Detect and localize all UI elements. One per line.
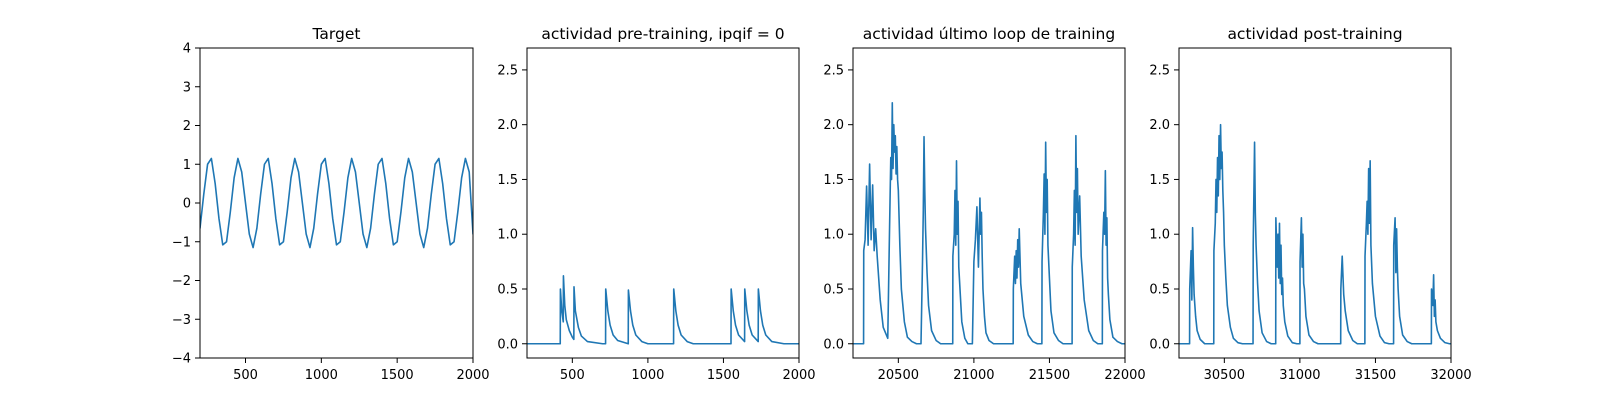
chart-panel-4: 30500 31000 31500 32000 0.0 0.5 1.0 1.5 2.0 2.5 ac… [1149,25,1471,383]
y-tick-label: 0.0 [1149,337,1170,352]
axes-frame [1178,47,1452,359]
axes-frame [526,47,800,359]
y-tick-label: 4 [183,42,191,57]
y-tick-label: 1 [183,158,191,173]
x-tick-label: 20500 [878,368,919,383]
x-tick-label: 21500 [1029,368,1070,383]
x-tick-label: 31000 [1279,368,1320,383]
chart-panel-3: 20500 21000 21500 22000 0.0 0.5 1.0 1.5 2.0 2.5 ac… [823,25,1145,383]
y-tick-label: 0.5 [823,282,844,297]
x-tick-label: 1500 [381,368,414,383]
chart-panel-1: 500 1000 1500 2000 −4 −3 −2 −1 0 1 2 3 4 Target [172,25,490,383]
chart-title: actividad post-training [1227,25,1402,43]
y-tick-label: 1.5 [823,173,844,188]
y-tick-label: 1.5 [497,173,518,188]
x-tick-label: 500 [560,368,585,383]
y-tick-label: 1.0 [823,228,844,243]
x-tick-label: 1000 [305,368,338,383]
y-tick-label: 3 [183,80,191,95]
axes-frame [199,47,474,359]
series-line-1 [853,101,1125,345]
y-tick-label: −4 [172,352,191,367]
y-tick-label: 2.5 [823,63,844,78]
chart-title: Target [312,25,361,43]
x-tick-label: 1500 [707,368,740,383]
y-tick-label: 2.0 [823,118,844,133]
y-tick-label: 0 [183,197,191,212]
y-tick-label: 0.0 [823,337,844,352]
axes-frame [852,47,1126,359]
chart-title: actividad pre-training, ipqif = 0 [541,25,784,43]
x-tick-label: 2000 [782,368,815,383]
y-tick-label: 0.5 [497,282,518,297]
x-tick-label: 22000 [1104,368,1145,383]
y-tick-label: −3 [172,313,191,328]
chart-panel-2: 500 1000 1500 2000 0.0 0.5 1.0 1.5 2.0 2.5 activid… [497,25,815,383]
x-tick-label: 2000 [456,368,489,383]
y-tick-label: 2.0 [497,118,518,133]
x-tick-label: 30500 [1204,368,1245,383]
y-tick-label: 0.0 [497,337,518,352]
x-tick-label: 1000 [631,368,664,383]
series-line-1 [527,275,799,345]
y-tick-label: 1.0 [1149,228,1170,243]
x-tick-label: 31500 [1355,368,1396,383]
y-tick-label: 2.0 [1149,118,1170,133]
chart-title: actividad último loop de training [863,25,1115,43]
x-tick-label: 21000 [953,368,994,383]
series-line-1 [200,157,473,249]
y-tick-label: −2 [172,274,191,289]
x-tick-label: 32000 [1430,368,1471,383]
y-tick-label: 1.5 [1149,173,1170,188]
x-tick-label: 500 [233,368,258,383]
y-tick-label: 2.5 [1149,63,1170,78]
y-tick-label: 2.5 [497,63,518,78]
y-tick-label: 0.5 [1149,282,1170,297]
y-tick-label: 1.0 [497,228,518,243]
series-line-1 [1179,123,1451,345]
y-tick-label: −1 [172,235,191,250]
y-tick-label: 2 [183,119,191,134]
